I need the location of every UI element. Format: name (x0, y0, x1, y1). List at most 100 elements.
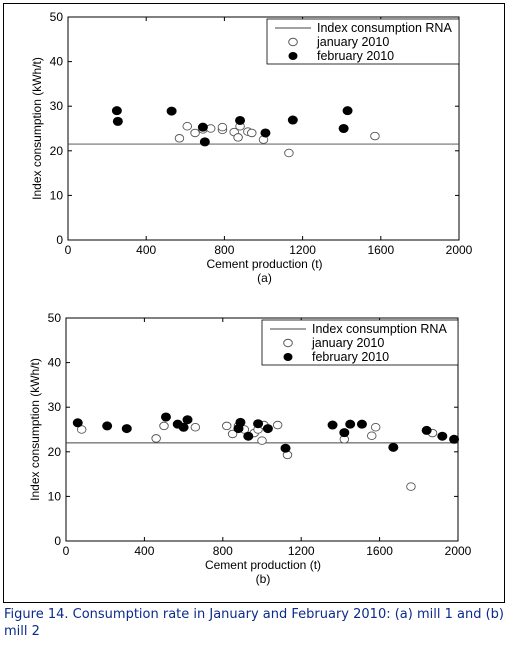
legend-label-reference: Index consumption RNA (317, 21, 452, 35)
data-point-january (272, 420, 283, 430)
legend-box (266, 18, 460, 65)
plot-area (67, 16, 460, 241)
data-point-january (174, 134, 185, 143)
y-tick-label: 0 (56, 233, 63, 247)
data-point-february (111, 106, 122, 116)
legend-label-february: february 2010 (317, 49, 394, 63)
data-point-february (243, 431, 254, 441)
y-tick-label: 10 (48, 489, 62, 503)
data-point-january (247, 128, 257, 138)
data-point-january (370, 131, 380, 141)
legend-label-january: january 2010 (316, 35, 389, 49)
data-point-february (338, 124, 349, 133)
data-point-february (235, 115, 246, 125)
x-tick-label: 2000 (445, 544, 472, 558)
x-tick-label: 800 (214, 243, 234, 257)
data-point-january (257, 436, 267, 445)
y-tick-label: 40 (50, 55, 64, 69)
data-point-january (370, 423, 381, 432)
data-point-january (227, 429, 238, 439)
data-point-january (76, 425, 87, 434)
data-point-january (190, 128, 200, 138)
x-axis-label: Cement production (t) (206, 257, 322, 271)
data-point-february (388, 442, 399, 452)
data-point-february (235, 417, 246, 427)
data-point-january (367, 431, 377, 440)
chart-panel-a: 0 400 800 1200 1600 2000 0 10 20 30 40 50 Cement pro… (30, 10, 473, 285)
panel-label: (a) (257, 271, 272, 285)
legend-marker-february (288, 52, 298, 60)
data-point-february (72, 418, 83, 428)
legend-label-january: january 2010 (311, 336, 384, 350)
x-tick-label: 2000 (446, 243, 473, 257)
legend-marker-january (283, 338, 293, 348)
data-point-february (356, 419, 367, 429)
data-point-january (182, 122, 193, 131)
data-point-january (217, 122, 228, 132)
y-tick-label: 10 (50, 188, 64, 202)
legend-marker-january (288, 37, 298, 47)
data-point-february (199, 137, 210, 147)
legend-marker-february (283, 353, 293, 361)
panel-label: (b) (256, 572, 271, 586)
data-point-february (260, 128, 271, 138)
data-point-january (159, 421, 169, 431)
data-point-february (166, 106, 177, 116)
y-tick-label: 40 (48, 356, 62, 370)
y-axis-label: Index consumption (kWh/t) (30, 57, 44, 200)
data-point-january (190, 423, 201, 432)
x-tick-label: 1600 (366, 544, 393, 558)
chart-panel-b: 0 400 800 1200 1600 2000 0 10 20 30 40 50 Cement pro… (28, 311, 472, 586)
data-point-january (151, 434, 161, 443)
y-tick-label: 50 (50, 10, 64, 24)
data-point-february (345, 419, 356, 429)
data-point-february (262, 424, 273, 434)
legend-label-reference: Index consumption RNA (312, 322, 447, 336)
data-point-january (205, 124, 216, 133)
data-point-february (121, 424, 132, 434)
data-point-february (327, 420, 338, 430)
x-tick-label: 400 (136, 243, 156, 257)
data-point-february (280, 443, 291, 453)
y-tick-label: 20 (48, 445, 62, 459)
figure-caption: Figure 14. Consumption rate in January a… (4, 607, 504, 639)
y-axis-label: Index consumption (kWh/t) (28, 358, 42, 501)
x-tick-label: 1200 (289, 243, 316, 257)
data-point-february (182, 415, 193, 425)
x-tick-label: 400 (134, 544, 154, 558)
data-point-january (406, 482, 416, 491)
data-point-february (178, 422, 189, 432)
data-point-february (339, 428, 350, 438)
figure-frame (3, 3, 505, 603)
data-point-february (449, 434, 460, 444)
data-point-january (233, 133, 243, 142)
y-tick-label: 0 (54, 534, 61, 548)
x-axis-label: Cement production (t) (205, 558, 321, 572)
data-point-february (421, 425, 432, 435)
y-tick-label: 20 (50, 144, 64, 158)
y-tick-label: 50 (48, 311, 62, 325)
data-point-february (342, 106, 353, 116)
x-tick-label: 1200 (288, 544, 315, 558)
data-point-february (112, 116, 123, 126)
data-point-january (284, 148, 294, 158)
y-tick-label: 30 (50, 99, 64, 113)
x-tick-label: 1600 (367, 243, 394, 257)
y-tick-label: 30 (48, 400, 62, 414)
data-point-february (253, 419, 264, 429)
data-point-february (437, 431, 448, 441)
x-tick-label: 800 (213, 544, 233, 558)
data-point-february (197, 122, 208, 132)
data-point-february (287, 115, 298, 125)
legend-label-february: february 2010 (312, 350, 389, 364)
data-point-january (221, 421, 232, 431)
data-point-february (102, 421, 113, 431)
plot-area (65, 317, 459, 542)
x-tick-label: 0 (65, 243, 72, 257)
x-tick-label: 0 (63, 544, 70, 558)
legend-box (261, 319, 459, 366)
data-point-february (160, 412, 171, 422)
